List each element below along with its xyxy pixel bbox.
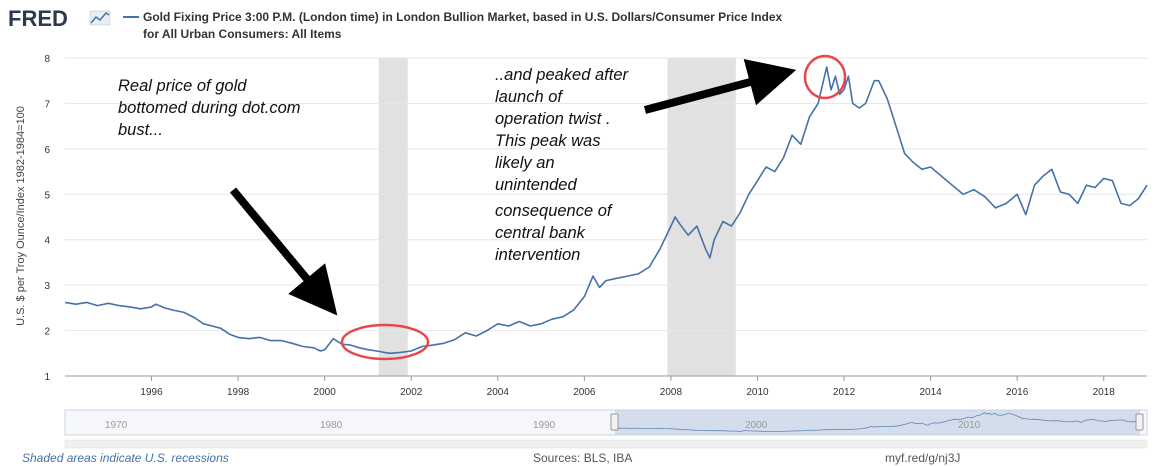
navigator-label: 1970 bbox=[105, 420, 128, 431]
y-tick-label: 6 bbox=[44, 145, 50, 156]
legend-line2: for All Urban Consumers: All Items bbox=[143, 27, 342, 41]
annotation-left-line: Real price of gold bbox=[118, 77, 247, 95]
annotation-right-line: operation twist . bbox=[495, 110, 611, 128]
recession-note: Shaded areas indicate U.S. recessions bbox=[22, 451, 229, 465]
fred-logo-text: FRED bbox=[8, 6, 68, 31]
x-tick-label: 2018 bbox=[1093, 387, 1116, 398]
recession-shading bbox=[378, 58, 736, 376]
series-line bbox=[64, 66, 1148, 355]
annotation-right-line: likely an bbox=[495, 154, 555, 172]
recession-band bbox=[378, 58, 408, 376]
navigator-label: 1980 bbox=[320, 420, 343, 431]
navigator-label: 2000 bbox=[745, 420, 768, 431]
x-tick-label: 1996 bbox=[140, 387, 163, 398]
x-tick-label: 2016 bbox=[1006, 387, 1029, 398]
legend-line1: Gold Fixing Price 3:00 P.M. (London time… bbox=[143, 10, 783, 24]
navigator-handle-right[interactable] bbox=[1135, 413, 1144, 431]
y-tick-label: 3 bbox=[44, 281, 50, 292]
navigator-selection[interactable] bbox=[615, 410, 1140, 435]
annotation-right-line: ..and peaked after bbox=[495, 66, 630, 84]
highlight-circle-trough bbox=[340, 323, 430, 361]
fred-logo[interactable]: FRED bbox=[8, 6, 111, 31]
annotation-right-line: unintended bbox=[495, 176, 577, 194]
x-tick-label: 2002 bbox=[400, 387, 423, 398]
x-tick-label: 1998 bbox=[227, 387, 250, 398]
recession-band bbox=[667, 58, 736, 376]
annotation-right-line: consequence of bbox=[495, 202, 614, 220]
sources-text: Sources: BLS, IBA bbox=[533, 451, 632, 465]
x-tick-label: 2012 bbox=[833, 387, 856, 398]
grid bbox=[65, 57, 1147, 332]
annotation-right-line: intervention bbox=[495, 246, 580, 264]
navigator-series bbox=[614, 412, 1141, 432]
navigator-label: 2010 bbox=[958, 420, 981, 431]
annotation-left-line: bottomed during dot.com bbox=[118, 99, 301, 117]
x-tick-label: 2010 bbox=[746, 387, 769, 398]
annotation-right-line: central bank bbox=[495, 224, 586, 242]
navigator[interactable]: 1970 1980 1990 2000 2010 bbox=[64, 409, 1148, 436]
x-axis-ticks: 1996 1998 2000 2002 2004 2006 2008 2010 2012 2014… bbox=[140, 376, 1115, 398]
annotation-right-line: This peak was bbox=[495, 132, 600, 150]
y-tick-label: 8 bbox=[44, 54, 50, 65]
annotation-left-line: bust... bbox=[118, 121, 163, 139]
navigator-line bbox=[614, 412, 1141, 432]
arrow-right bbox=[643, 58, 797, 114]
x-tick-label: 2008 bbox=[660, 387, 683, 398]
y-tick-label: 4 bbox=[44, 236, 50, 247]
scrollbar[interactable] bbox=[64, 439, 1148, 449]
x-tick-label: 2000 bbox=[314, 387, 337, 398]
annotation-left: Real price of gold bottomed during dot.c… bbox=[118, 77, 301, 139]
x-tick-label: 2014 bbox=[919, 387, 942, 398]
arrow-left bbox=[229, 187, 338, 316]
annotation-right-line: launch of bbox=[495, 88, 564, 106]
annotation-right: ..and peaked after launch of operation t… bbox=[495, 66, 630, 264]
x-tick-label: 2004 bbox=[487, 387, 510, 398]
short-link[interactable]: myf.red/g/nj3J bbox=[885, 451, 960, 465]
legend: Gold Fixing Price 3:00 P.M. (London time… bbox=[123, 10, 783, 41]
y-tick-label: 5 bbox=[44, 190, 50, 201]
navigator-label: 1990 bbox=[533, 420, 556, 431]
y-axis-ticks: 1 2 3 4 5 6 7 8 bbox=[44, 54, 50, 383]
y-tick-label: 1 bbox=[44, 372, 50, 383]
chart-icon bbox=[89, 10, 111, 26]
x-tick-label: 2006 bbox=[573, 387, 596, 398]
y-tick-label: 7 bbox=[44, 99, 50, 110]
highlight-circle-peak bbox=[803, 54, 847, 100]
series-layer bbox=[64, 66, 1148, 355]
y-tick-label: 2 bbox=[44, 327, 50, 338]
y-axis-title: U.S. $ per Troy Ounce/Index 1982-1984=10… bbox=[15, 106, 27, 326]
navigator-handle-left[interactable] bbox=[610, 413, 619, 431]
